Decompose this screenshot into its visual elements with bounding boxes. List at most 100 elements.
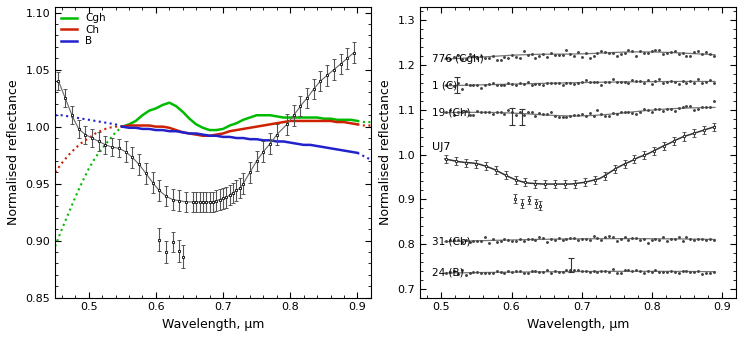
Point — [665, 49, 677, 54]
Point — [588, 54, 600, 59]
Point — [707, 237, 719, 243]
Point — [623, 81, 635, 86]
Point — [533, 234, 545, 239]
Point — [684, 236, 696, 242]
Point — [642, 107, 654, 113]
Point — [456, 86, 468, 92]
Point — [684, 269, 696, 275]
Point — [696, 236, 708, 242]
Point — [580, 51, 591, 56]
Point — [444, 56, 456, 62]
Point — [452, 81, 464, 86]
Point — [530, 55, 542, 60]
Point — [560, 115, 572, 120]
Point — [514, 110, 526, 115]
Point — [560, 81, 572, 86]
Point — [572, 113, 584, 118]
Point — [607, 110, 619, 116]
Point — [591, 80, 603, 85]
Point — [553, 235, 565, 241]
Point — [514, 268, 526, 274]
Point — [580, 77, 591, 83]
Point — [619, 109, 631, 115]
Point — [692, 48, 704, 53]
Point — [487, 80, 499, 85]
Point — [533, 110, 545, 116]
Point — [619, 267, 631, 272]
Point — [456, 267, 468, 273]
Point — [599, 114, 611, 119]
Point — [599, 79, 611, 85]
Point — [460, 56, 472, 61]
Point — [603, 233, 615, 239]
Point — [541, 267, 553, 273]
Point — [530, 81, 542, 87]
Point — [707, 80, 719, 86]
Point — [522, 52, 533, 58]
Point — [611, 111, 623, 117]
Point — [487, 53, 499, 58]
Point — [681, 235, 692, 240]
Point — [673, 270, 685, 275]
Point — [626, 111, 638, 116]
Point — [467, 83, 479, 88]
Point — [688, 238, 700, 243]
Point — [441, 110, 452, 115]
Point — [576, 269, 588, 274]
Point — [607, 235, 619, 240]
Point — [653, 47, 665, 53]
Point — [506, 52, 518, 57]
Point — [537, 112, 549, 117]
Point — [471, 269, 483, 275]
Point — [530, 238, 542, 243]
Point — [684, 53, 696, 59]
Point — [549, 237, 561, 243]
Point — [499, 270, 510, 276]
Point — [495, 269, 507, 274]
Point — [522, 270, 533, 275]
Point — [541, 239, 553, 245]
Point — [452, 238, 464, 243]
Point — [692, 236, 704, 241]
Point — [471, 82, 483, 88]
Point — [704, 270, 716, 275]
Point — [541, 80, 553, 86]
Point — [653, 238, 665, 243]
Point — [614, 51, 626, 56]
Point — [638, 50, 650, 55]
Point — [490, 110, 502, 115]
Point — [658, 80, 669, 86]
Point — [467, 239, 479, 244]
Point — [665, 79, 677, 84]
Point — [502, 80, 514, 86]
Point — [607, 76, 619, 81]
Point — [490, 268, 502, 274]
Point — [614, 237, 626, 242]
Point — [557, 269, 568, 275]
Point — [700, 104, 712, 109]
Point — [522, 110, 533, 115]
Point — [483, 109, 495, 115]
Point — [630, 235, 642, 240]
Point — [626, 48, 638, 54]
Point — [495, 110, 507, 115]
Point — [669, 48, 681, 53]
Point — [595, 82, 607, 88]
Point — [499, 82, 510, 88]
Point — [595, 269, 607, 274]
Point — [499, 54, 510, 59]
Point — [661, 238, 673, 243]
Point — [444, 269, 456, 275]
Point — [588, 113, 600, 119]
Point — [490, 240, 502, 245]
Point — [696, 104, 708, 110]
Point — [444, 237, 456, 243]
Point — [619, 234, 631, 240]
Point — [487, 237, 499, 242]
Point — [630, 78, 642, 83]
Point — [514, 55, 526, 61]
Point — [514, 236, 526, 242]
Text: 31 (Cb): 31 (Cb) — [432, 237, 471, 247]
Point — [495, 238, 507, 243]
Y-axis label: Normalised reflectance: Normalised reflectance — [7, 79, 20, 225]
